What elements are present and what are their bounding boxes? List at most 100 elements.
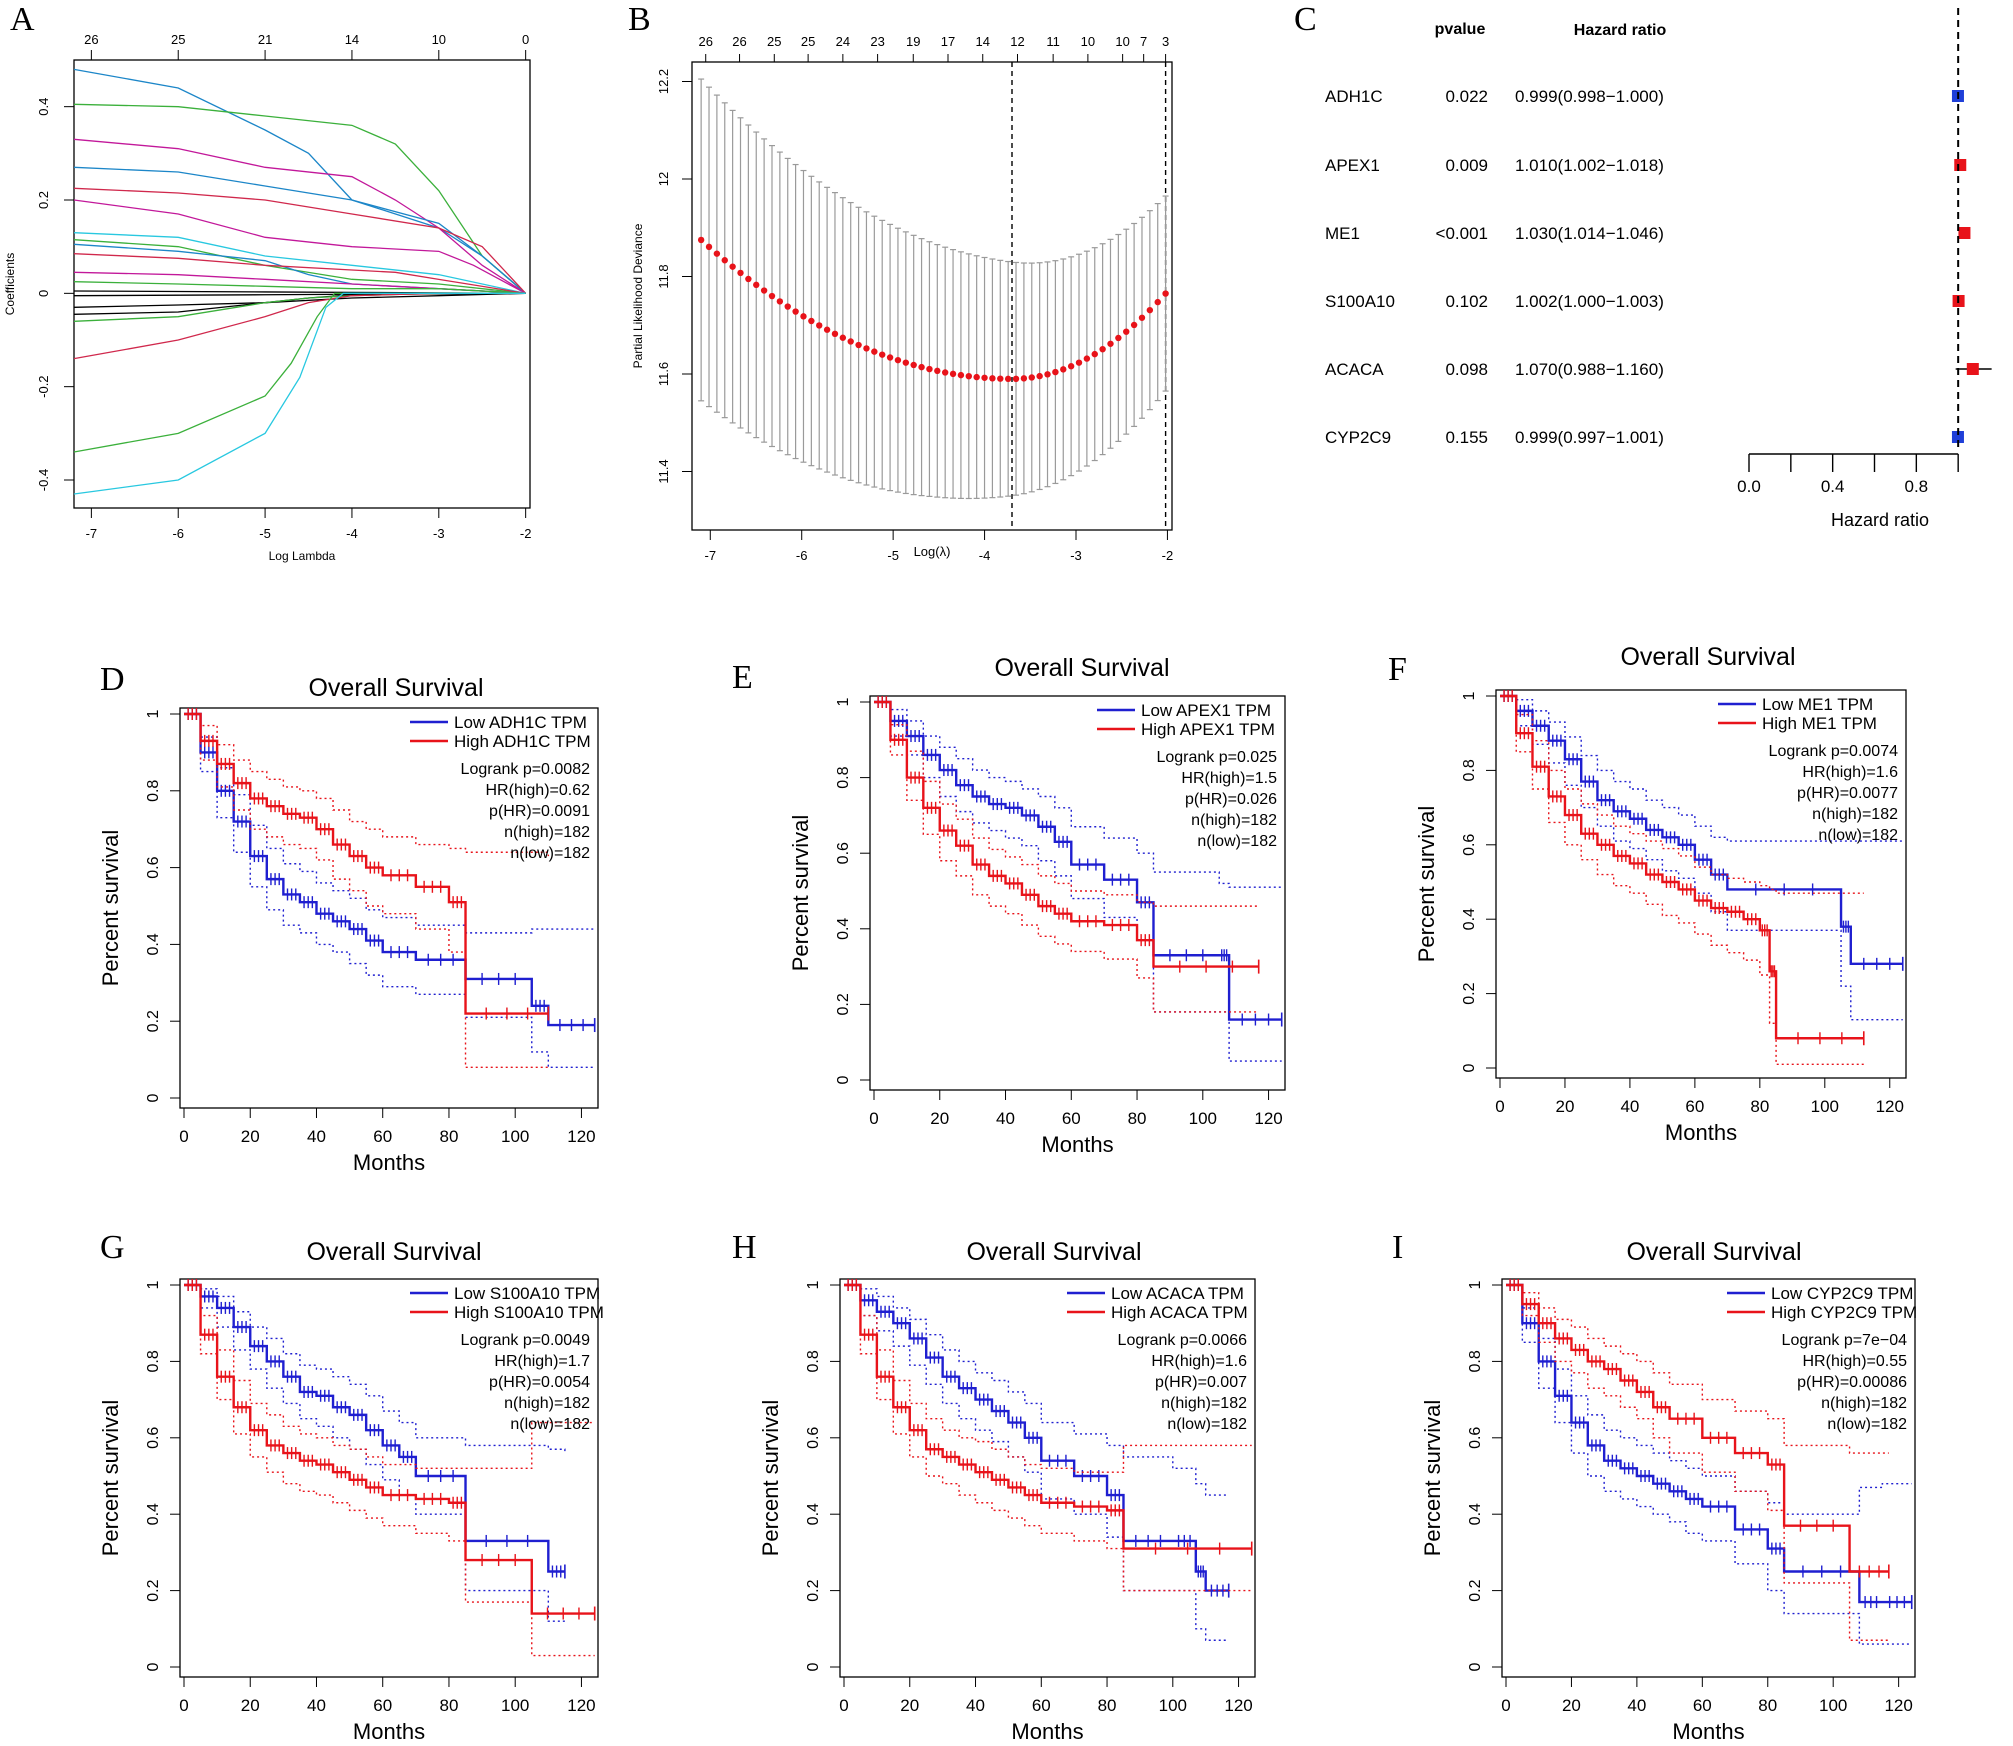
deviance-point bbox=[863, 345, 870, 352]
deviance-point bbox=[816, 322, 823, 329]
x-axis-label: Months bbox=[1672, 1719, 1744, 1744]
x-axis-label: Months bbox=[1041, 1132, 1113, 1157]
top-tick-label: 12 bbox=[1010, 34, 1024, 49]
stat-text: p(HR)=0.026 bbox=[1185, 791, 1277, 808]
x-tick-label: 120 bbox=[567, 1696, 595, 1715]
y-tick-label: 0.4 bbox=[1461, 908, 1478, 930]
stat-text: p(HR)=0.00086 bbox=[1797, 1374, 1907, 1391]
y-tick-label: 0.6 bbox=[835, 842, 852, 864]
top-tick-label: 14 bbox=[976, 34, 990, 49]
top-tick-label: 26 bbox=[732, 34, 746, 49]
deviance-point bbox=[1020, 375, 1028, 382]
hr-marker bbox=[1951, 431, 1964, 443]
y-tick-label: 11.4 bbox=[656, 459, 671, 483]
x-tick-label: 80 bbox=[439, 1696, 458, 1715]
deviance-point bbox=[760, 287, 768, 294]
stat-text: n(low)=182 bbox=[510, 845, 590, 862]
coefficient-path bbox=[73, 292, 526, 453]
deviance-point bbox=[823, 326, 831, 333]
ci-lower-line bbox=[1500, 695, 1864, 1065]
stat-text: n(low)=182 bbox=[1827, 1416, 1907, 1433]
y-tick-label: 0.8 bbox=[1467, 1350, 1484, 1372]
plot-frame bbox=[869, 695, 1286, 1091]
legend-box bbox=[1065, 1283, 1251, 1323]
panel-label: B bbox=[628, 1, 651, 38]
deviance-point bbox=[910, 361, 917, 369]
y-axis-label: Percent survival bbox=[1420, 1400, 1445, 1557]
stat-text: n(low)=182 bbox=[1167, 1416, 1247, 1433]
stat-text: n(high)=182 bbox=[1821, 1395, 1907, 1412]
x-axis-label: Months bbox=[353, 1719, 425, 1744]
deviance-point bbox=[879, 351, 886, 358]
coefficient-path bbox=[73, 199, 526, 294]
x-tick-label: -7 bbox=[86, 526, 98, 541]
y-tick-label: 0.2 bbox=[1461, 982, 1478, 1004]
stat-text: Logrank p=7e−04 bbox=[1782, 1332, 1908, 1349]
stat-text: HR(high)=0.55 bbox=[1803, 1353, 1908, 1370]
ci-lower-line bbox=[874, 701, 1259, 1013]
y-tick-label: 0.8 bbox=[835, 766, 852, 788]
deviance-point bbox=[957, 371, 965, 379]
x-tick-label: 20 bbox=[930, 1109, 949, 1128]
coefficient-path bbox=[73, 187, 527, 294]
survival-curve bbox=[844, 1283, 1229, 1592]
y-tick-label: 0.4 bbox=[1467, 1503, 1484, 1525]
deviance-point bbox=[886, 354, 894, 361]
y-tick-label: 0.6 bbox=[145, 856, 162, 878]
y-tick-label: 0.4 bbox=[835, 918, 852, 940]
x-tick-label: 80 bbox=[1128, 1109, 1147, 1128]
hr-marker bbox=[1966, 363, 1979, 375]
legend-entry: Low S100A10 TPM bbox=[454, 1284, 600, 1303]
x-tick-label: -4 bbox=[346, 526, 358, 541]
hr-value: 0.999(0.997−1.001) bbox=[1515, 428, 1664, 447]
pvalue-value: <0.001 bbox=[1436, 224, 1488, 243]
x-tick-label: 80 bbox=[1758, 1696, 1777, 1715]
stat-text: HR(high)=1.7 bbox=[494, 1353, 590, 1370]
y-tick-label: 0.2 bbox=[1467, 1579, 1484, 1601]
y-tick-label: 1 bbox=[145, 1280, 162, 1289]
panel-g: Overall Survival 0 20 40 60 80 100 120 0 0.2 0.4 0.… bbox=[98, 1238, 604, 1744]
stat-text: n(low)=182 bbox=[1818, 827, 1898, 844]
coefficient-path bbox=[73, 292, 526, 495]
ci-upper-line bbox=[184, 713, 550, 857]
y-tick-label: 0 bbox=[145, 1662, 162, 1671]
stat-text: HR(high)=0.62 bbox=[486, 782, 591, 799]
deviance-point bbox=[1130, 321, 1138, 329]
legend-box bbox=[408, 1283, 594, 1323]
deviance-point bbox=[729, 263, 736, 270]
legend-entry: Low ACACA TPM bbox=[1111, 1284, 1244, 1303]
y-tick-label: 0.6 bbox=[145, 1427, 162, 1449]
ci-lower-line bbox=[184, 1284, 565, 1622]
pvalue-value: 0.102 bbox=[1445, 292, 1488, 311]
x-tick-label: 60 bbox=[373, 1127, 392, 1146]
x-tick-label: -3 bbox=[1070, 548, 1082, 563]
x-axis-label: Months bbox=[1665, 1120, 1737, 1145]
coefficient-path bbox=[73, 103, 527, 294]
top-tick-label: 25 bbox=[801, 34, 815, 49]
x-tick-label: 20 bbox=[1562, 1696, 1581, 1715]
deviance-point bbox=[855, 341, 862, 349]
top-tick-label: 10 bbox=[1081, 34, 1095, 49]
y-tick-label: 0.2 bbox=[36, 191, 51, 209]
hr-value: 1.010(1.002−1.018) bbox=[1515, 156, 1664, 175]
x-axis-label: Months bbox=[353, 1150, 425, 1175]
chart-title: Overall Survival bbox=[1620, 643, 1795, 671]
survival-curve bbox=[1506, 1283, 1889, 1573]
y-tick-label: 0.4 bbox=[805, 1503, 822, 1525]
gene-name: ACACA bbox=[1325, 360, 1384, 379]
x-tick-label: 20 bbox=[900, 1696, 919, 1715]
x-tick-label: 40 bbox=[996, 1109, 1015, 1128]
deviance-point bbox=[902, 359, 910, 366]
y-tick-label: 0 bbox=[145, 1093, 162, 1102]
deviance-point bbox=[1012, 375, 1020, 383]
x-tick-label: 80 bbox=[1750, 1097, 1769, 1116]
deviance-point bbox=[1052, 368, 1059, 376]
deviance-point bbox=[737, 269, 744, 277]
deviance-point bbox=[1060, 366, 1067, 373]
top-tick-label: 14 bbox=[345, 32, 359, 47]
coefficient-path bbox=[73, 292, 526, 308]
top-tick-label: 0 bbox=[522, 32, 529, 47]
x-tick-label: 120 bbox=[567, 1127, 595, 1146]
y-axis-label: Percent survival bbox=[98, 1400, 123, 1557]
panel-label: E bbox=[732, 659, 753, 696]
